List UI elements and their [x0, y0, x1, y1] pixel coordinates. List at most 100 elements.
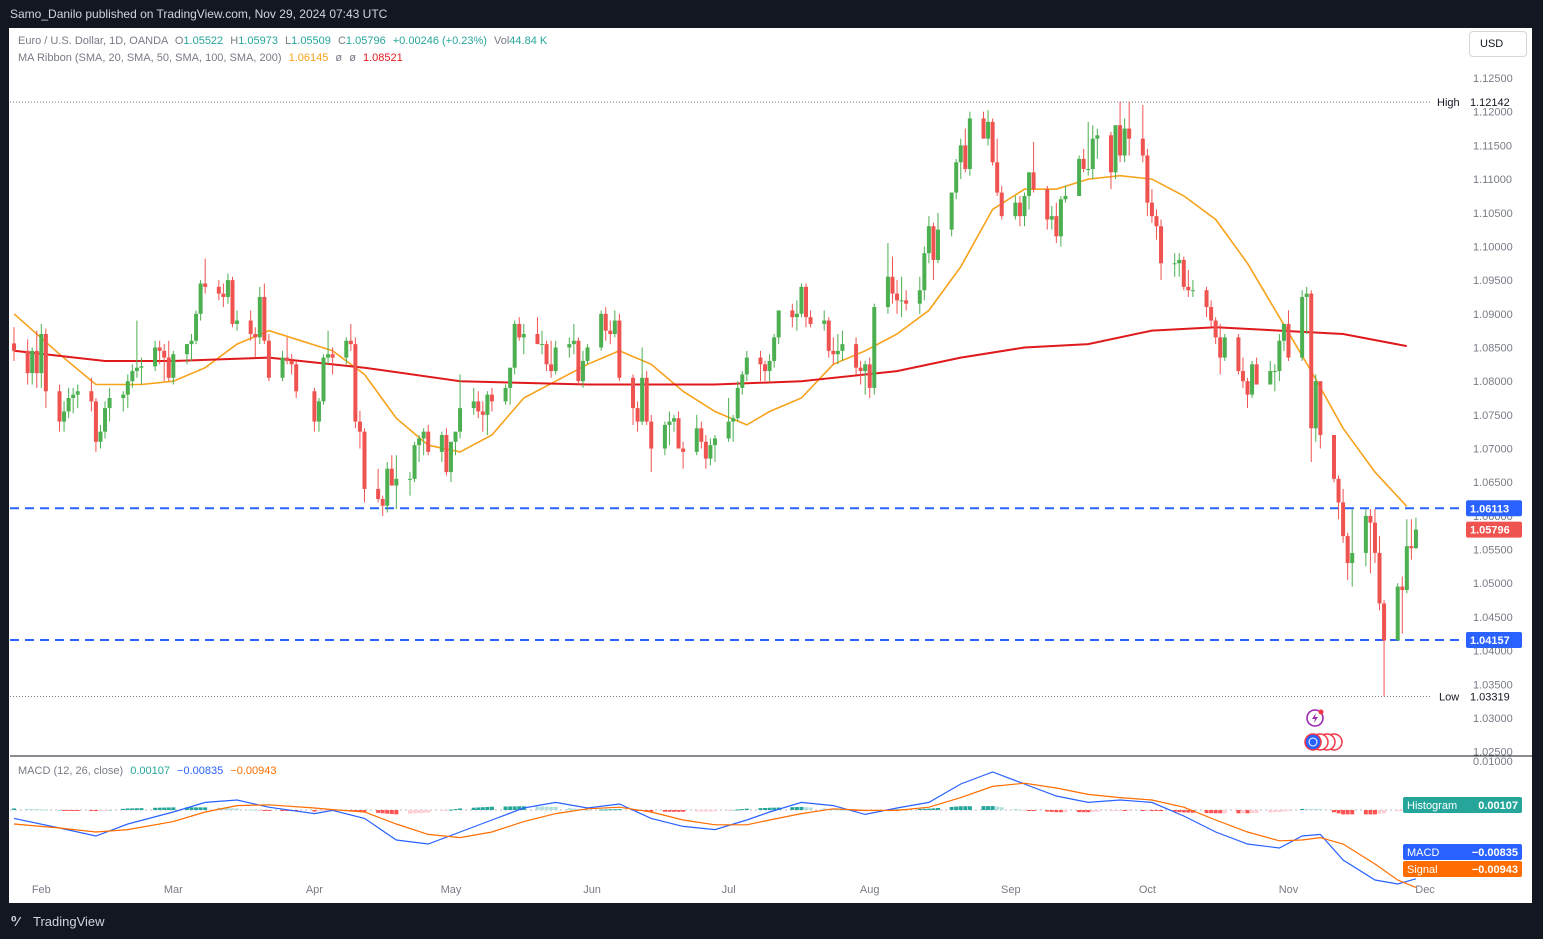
macd-histogram-bar: [1045, 810, 1050, 812]
candle: [999, 185, 1004, 220]
macd-histogram-bar: [822, 808, 827, 810]
macd-histogram-bar: [958, 806, 963, 810]
macd-histogram-bar: [485, 806, 490, 810]
open-value: 1.05522: [183, 35, 224, 47]
macd-histogram-bar: [1304, 808, 1309, 810]
candle-body: [134, 367, 139, 372]
candle: [644, 371, 649, 425]
macd-histogram-bar: [999, 807, 1004, 810]
high-tag-bg: [1433, 94, 1466, 111]
macd-histogram-bar: [772, 807, 777, 810]
candle-body: [1272, 371, 1277, 373]
candle: [804, 283, 808, 328]
macd-histogram-bar: [1058, 810, 1063, 813]
candle: [1122, 118, 1127, 163]
candle: [1363, 509, 1368, 567]
candle-body: [840, 344, 845, 351]
macd-histogram-bar: [1177, 810, 1182, 813]
macd-histogram-bar: [694, 810, 699, 812]
macd-histogram-bar: [357, 810, 362, 812]
macd-histogram-bar: [257, 810, 262, 811]
candle: [1309, 290, 1314, 462]
candle: [1304, 286, 1309, 335]
candle-body: [1372, 522, 1377, 553]
macd-hist-value: 0.00107: [130, 765, 170, 777]
candle: [103, 401, 108, 439]
macd-histogram-bar: [1341, 810, 1346, 815]
currency-button[interactable]: USD: [1469, 31, 1527, 57]
candle-body: [125, 381, 130, 395]
candle-body: [376, 488, 381, 500]
candle: [485, 391, 490, 436]
candle: [330, 347, 335, 375]
candle: [316, 398, 321, 432]
candle: [1222, 334, 1227, 361]
candle-body: [571, 340, 576, 345]
candle-body: [230, 280, 235, 324]
macd-histogram-bar: [840, 809, 845, 811]
macd-histogram-bar: [166, 807, 171, 810]
macd-histogram-bar: [1209, 810, 1214, 814]
macd-histogram-bar: [567, 808, 572, 810]
macd-histogram-bar: [804, 807, 808, 810]
candle-body: [1245, 381, 1250, 395]
candle: [986, 110, 991, 146]
macd-histogram-bar: [198, 807, 203, 810]
candle-body: [1177, 259, 1182, 264]
macd-histogram-bar: [189, 807, 194, 810]
candle-body: [1277, 340, 1282, 372]
candle-body: [121, 394, 126, 398]
symbol-name: Euro / U.S. Dollar, 1D, OANDA: [18, 35, 168, 47]
level-price-label-bg: [1466, 500, 1522, 517]
macd-histogram-bar: [608, 809, 613, 811]
macd-histogram-bar: [1395, 810, 1400, 812]
candle-body: [1077, 158, 1082, 196]
candle: [1186, 270, 1191, 297]
candle: [535, 317, 540, 345]
macd-histogram-bar: [1145, 810, 1150, 811]
macd-histogram-bar: [926, 808, 931, 810]
candle-body: [1286, 323, 1291, 358]
candle: [808, 310, 813, 328]
candle-body: [580, 360, 585, 382]
macd-histogram-bar: [471, 807, 476, 810]
macd-histogram-bar: [794, 807, 799, 810]
candle: [25, 339, 30, 385]
candle-body: [153, 347, 158, 367]
economic-events-icon[interactable]: [1304, 733, 1343, 751]
candle: [1250, 360, 1255, 398]
candle-body: [799, 286, 804, 314]
candle: [763, 360, 768, 382]
candle-body: [567, 344, 572, 348]
candle: [266, 334, 271, 382]
candle-body: [66, 398, 71, 412]
candle-body: [731, 418, 736, 422]
candle-body: [640, 377, 645, 422]
candle: [1090, 125, 1095, 180]
candle: [385, 461, 390, 513]
macd-histogram-bar: [1118, 810, 1123, 811]
footer-brand: TradingView: [33, 914, 105, 929]
candle-body: [967, 118, 972, 169]
candle: [1149, 189, 1154, 223]
x-axis-tick-label: Jun: [583, 884, 601, 896]
candle-body: [1204, 290, 1209, 308]
candle-body: [822, 320, 827, 324]
candle: [917, 276, 922, 314]
macd-histogram-bar: [139, 808, 144, 810]
candle: [1181, 256, 1186, 291]
candle: [1154, 209, 1159, 240]
candle-body: [471, 401, 476, 409]
candle: [890, 256, 895, 304]
candle: [1382, 600, 1387, 697]
candle: [712, 435, 717, 462]
macd-histogram-bar: [540, 806, 544, 810]
candle: [726, 398, 731, 442]
lightning-icon[interactable]: [1306, 709, 1324, 727]
macd-histogram-bar: [599, 809, 604, 811]
candle: [612, 310, 617, 338]
candle-body: [854, 344, 859, 368]
candle-body: [12, 343, 16, 351]
candle-body: [676, 418, 681, 449]
